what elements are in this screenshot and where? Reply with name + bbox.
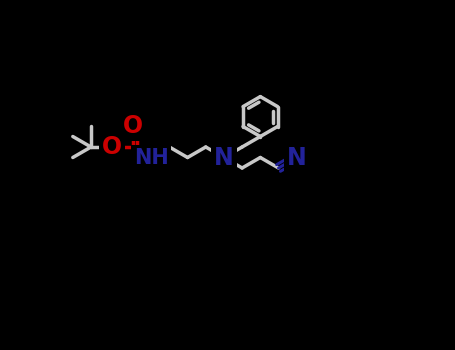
Text: O: O xyxy=(123,114,143,138)
Text: NH: NH xyxy=(134,147,168,168)
Text: O: O xyxy=(102,135,122,159)
Text: N: N xyxy=(287,146,307,169)
Text: N: N xyxy=(214,146,234,169)
